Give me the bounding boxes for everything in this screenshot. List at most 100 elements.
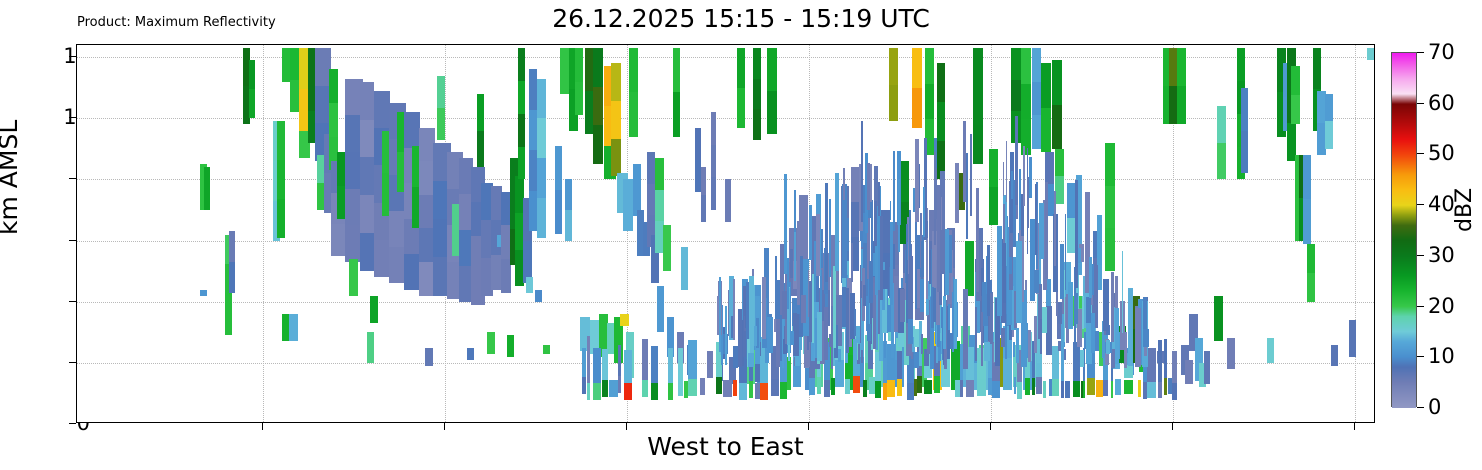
reflectivity-cell [481, 182, 493, 221]
colorbar-band [1392, 235, 1416, 237]
scattered-echo-cell [994, 298, 1001, 366]
reflectivity-cell [912, 48, 922, 88]
reflectivity-cell [1052, 104, 1062, 149]
scattered-echo-cell [918, 321, 922, 367]
reflectivity-cell [593, 48, 603, 87]
scattered-echo-cell [807, 321, 809, 351]
ground-clutter-cell [823, 341, 831, 380]
colorbar-band [1392, 179, 1416, 181]
reflectivity-cell [1303, 199, 1311, 244]
reflectivity-cell [753, 48, 761, 79]
reflectivity-cell [529, 190, 537, 232]
colorbar-band [1392, 109, 1416, 111]
ground-clutter-cell [1157, 340, 1162, 382]
reflectivity-cell [360, 195, 374, 234]
scattered-echo-cell [1038, 283, 1042, 340]
colorbar-band [1392, 201, 1416, 203]
reflectivity-cell [501, 225, 511, 259]
scattered-echo-cell [934, 168, 937, 220]
reflectivity-cell [370, 295, 378, 324]
scattered-echo-cell [1045, 182, 1048, 280]
reflectivity-cell [1105, 185, 1115, 229]
ground-clutter-cell [582, 377, 587, 394]
reflectivity-cell [412, 145, 420, 188]
colorbar-band [1392, 147, 1416, 149]
reflectivity-cell [585, 90, 593, 134]
ground-clutter-cell [1087, 378, 1095, 396]
reflectivity-cell [1199, 362, 1206, 388]
reflectivity-cell [623, 179, 633, 232]
colorbar-band [1392, 188, 1416, 190]
reflectivity-cell [1021, 83, 1031, 120]
reflectivity-cell [437, 75, 445, 108]
scattered-echo-cell [812, 273, 815, 343]
colorbar-band [1392, 171, 1416, 173]
scattered-echo-cell [874, 224, 878, 296]
reflectivity-cell [497, 234, 504, 247]
colorbar-tick-label: 60 [1428, 90, 1455, 115]
ground-clutter-cell [1147, 347, 1156, 382]
colorbar-band [1392, 57, 1416, 59]
scattered-echo-cell [940, 197, 943, 231]
colorbar-band [1392, 102, 1416, 104]
colorbar-band [1392, 69, 1416, 71]
colorbar-band [1392, 247, 1416, 249]
scattered-echo-cell [949, 332, 953, 349]
colorbar-band [1392, 58, 1416, 60]
colorbar-band [1392, 97, 1416, 99]
gridline-horizontal [77, 240, 1374, 242]
reflectivity-cell [397, 151, 407, 192]
colorbar-band [1392, 194, 1416, 196]
scattered-echo-cell [1114, 276, 1118, 334]
colorbar-band [1392, 121, 1416, 123]
scattered-echo-cell [927, 300, 934, 355]
colorbar-band [1392, 72, 1416, 74]
reflectivity-cell [433, 181, 451, 220]
ground-clutter-cell [623, 349, 633, 383]
reflectivity-cell [243, 48, 250, 87]
scattered-echo-cell [801, 294, 806, 324]
colorbar-band [1392, 223, 1416, 225]
colorbar-band [1392, 214, 1416, 216]
ground-clutter-cell [770, 379, 780, 396]
scattered-echo-cell [815, 317, 819, 359]
colorbar-band [1392, 210, 1416, 212]
ground-clutter-cell [1060, 349, 1064, 382]
colorbar-band [1392, 260, 1416, 262]
colorbar-band [1392, 153, 1416, 155]
reflectivity-cell [973, 48, 983, 87]
colorbar-band [1392, 276, 1416, 278]
colorbar-band [1392, 272, 1416, 274]
reflectivity-cell [593, 86, 603, 126]
reflectivity-cell [989, 187, 998, 226]
ground-clutter-cell [651, 383, 658, 401]
reflectivity-cell [1303, 155, 1311, 200]
reflectivity-cell [437, 107, 445, 140]
colorbar-band [1392, 104, 1416, 106]
colorbar-band [1392, 164, 1416, 166]
colorbar-band [1392, 236, 1416, 238]
x-axis-tick-mark [444, 423, 445, 430]
scattered-echo-cell [821, 228, 823, 268]
scattered-echo-cell [1124, 331, 1127, 368]
colorbar-band [1392, 56, 1416, 58]
ground-clutter-cell [683, 381, 688, 399]
colorbar-band [1392, 115, 1416, 117]
reflectivity-cell [1277, 48, 1286, 93]
scattered-echo-cell [1035, 182, 1039, 270]
reflectivity-cell [637, 210, 644, 256]
scattered-echo-cell [874, 201, 877, 246]
scattered-echo-cell [1083, 331, 1088, 349]
ground-clutter-cell [1164, 338, 1168, 378]
reflectivity-cell [1021, 119, 1031, 156]
scattered-echo-cell [877, 182, 881, 217]
ground-clutter-cell [754, 350, 761, 383]
scattered-echo-cell [1086, 296, 1092, 323]
reflectivity-cell [537, 78, 546, 119]
colorbar-band [1392, 381, 1416, 383]
reflectivity-cell [629, 92, 638, 137]
colorbar-band [1392, 59, 1416, 61]
reflectivity-cell [331, 224, 347, 256]
colorbar-band [1392, 157, 1416, 159]
colorbar-band [1392, 205, 1416, 207]
